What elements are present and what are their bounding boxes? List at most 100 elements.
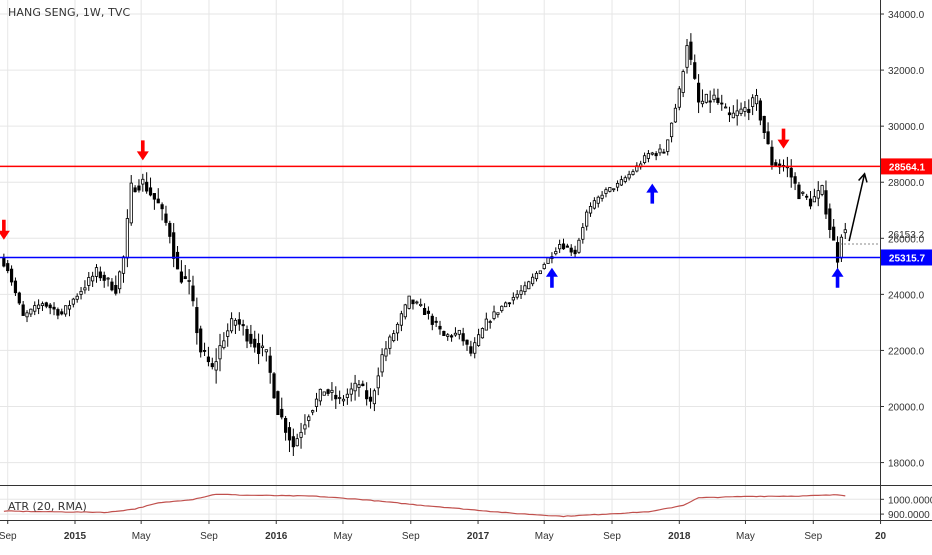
candle-body-down: [762, 115, 766, 133]
candle-body-up: [94, 267, 99, 277]
candle-body-up: [75, 295, 79, 300]
candle-body-up: [222, 340, 226, 349]
candle-body-down: [52, 306, 56, 310]
candle-body-down: [114, 284, 118, 294]
candle-body-up: [538, 270, 542, 275]
candle-body-down: [565, 245, 569, 248]
candle-body-up: [314, 398, 319, 407]
candle-body-up: [64, 305, 68, 315]
time-axis-label: May: [736, 531, 755, 542]
price-axis-label: 20000.0: [888, 403, 925, 414]
candle-body-up: [604, 189, 608, 194]
sell-signal-arrow[interactable]: [777, 128, 790, 149]
candle-body-up: [372, 390, 376, 405]
candle-body-up: [260, 345, 265, 349]
sell-signal-arrow-shape: [136, 140, 149, 161]
candle-body-down: [693, 62, 697, 79]
candle-body-up: [118, 271, 122, 290]
candle-body-down: [199, 328, 203, 353]
candle-body-down: [152, 193, 156, 200]
candle-body-up: [349, 388, 353, 395]
buy-signal-arrow[interactable]: [646, 183, 659, 204]
candle-body-up: [415, 301, 419, 304]
candle-body-up: [106, 277, 110, 280]
candle-body-up: [631, 171, 635, 175]
candle-body-up: [577, 239, 581, 253]
candle-body-down: [461, 333, 465, 342]
candle-body-up: [816, 190, 820, 199]
candle-body-up: [419, 303, 423, 306]
candle-body-up: [218, 345, 222, 360]
candle-body-down: [430, 315, 434, 325]
candle-body-down: [237, 319, 241, 325]
price-axis-label: 24000.0: [888, 290, 925, 301]
price-axis-label: 18000.0: [888, 459, 925, 470]
candle-body-down: [48, 304, 52, 309]
candle-body-down: [835, 242, 840, 263]
candle-body-up: [596, 196, 600, 204]
candle-body-down: [287, 427, 292, 441]
candle-body-up: [658, 148, 662, 154]
candle-body-up: [141, 178, 145, 185]
candle-body-up: [473, 342, 477, 354]
candle-body-up: [812, 196, 816, 203]
candle-body-down: [276, 391, 280, 416]
candle-body-up: [627, 173, 631, 179]
buy-signal-arrow[interactable]: [545, 267, 558, 288]
candle-body-down: [191, 285, 195, 302]
candle-body-down: [60, 311, 64, 315]
candle-body-up: [527, 281, 531, 290]
chart-title: HANG SENG, 1W, TVC: [8, 6, 131, 19]
candle-body-up: [79, 290, 83, 295]
candle-body-down: [561, 243, 566, 250]
sell-signal-arrow[interactable]: [136, 140, 149, 161]
candle-body-down: [469, 346, 473, 354]
candle-body-up: [511, 296, 515, 301]
candle-body-up: [453, 332, 458, 336]
candle-body-up: [615, 182, 620, 188]
candle-body-up: [229, 318, 234, 332]
candle-body-down: [442, 330, 446, 336]
buy-signal-arrow[interactable]: [831, 267, 844, 288]
candle-body-up: [480, 328, 485, 339]
time-axis-label: May: [334, 531, 353, 542]
candle-body-down: [249, 333, 253, 344]
candle-body-up: [646, 153, 651, 159]
candle-body-down: [268, 355, 272, 373]
atr-line: [3, 493, 846, 518]
candle-body-up: [311, 410, 315, 413]
candle-body-up: [83, 287, 87, 291]
candle-body-up: [523, 285, 527, 292]
candle-body-up: [642, 155, 647, 164]
sell-signal-arrow[interactable]: [0, 219, 10, 240]
candle-body-up: [751, 97, 755, 107]
candle-body-down: [805, 195, 809, 198]
candle-body-down: [727, 112, 732, 116]
candle-body-up: [295, 438, 299, 447]
time-axis-label: Sep: [603, 531, 621, 542]
candle-body-down: [426, 310, 431, 314]
candle-body-down: [662, 151, 666, 154]
price-tag-label: 25315.7: [889, 253, 926, 264]
candle-body-down: [434, 320, 438, 323]
candle-body-down: [168, 222, 172, 237]
candle-body-down: [747, 108, 751, 113]
candle-body-down: [365, 390, 369, 400]
time-axis-label: 2018: [668, 531, 691, 542]
projection-arrow-line[interactable]: [848, 173, 866, 242]
candle-body-down: [326, 389, 330, 394]
candle-body-down: [697, 82, 701, 103]
candle-body-down: [145, 181, 149, 192]
candle-body-up: [29, 308, 33, 315]
candle-body-up: [214, 361, 218, 371]
candle-body-up: [380, 354, 384, 373]
candle-body-up: [801, 191, 805, 194]
candle-body-up: [492, 311, 496, 319]
candle-body-up: [531, 276, 535, 285]
candle-body-up: [87, 277, 91, 286]
candle-body-up: [585, 211, 589, 227]
candle-body-down: [21, 304, 25, 316]
candle-body-down: [689, 41, 693, 60]
